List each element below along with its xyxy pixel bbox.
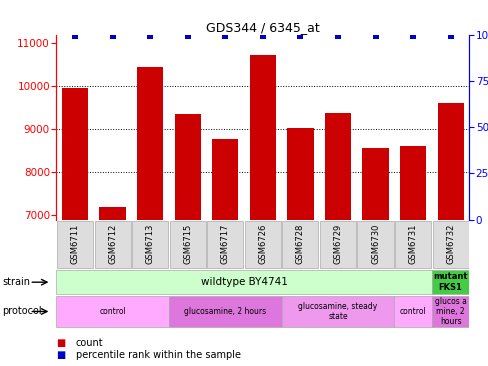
FancyBboxPatch shape bbox=[319, 221, 355, 268]
FancyBboxPatch shape bbox=[132, 221, 168, 268]
FancyBboxPatch shape bbox=[357, 221, 393, 268]
Bar bbox=[137, 67, 163, 220]
Bar bbox=[174, 114, 201, 220]
Text: GSM6729: GSM6729 bbox=[333, 224, 342, 264]
Text: GSM6717: GSM6717 bbox=[220, 224, 229, 265]
Text: ■: ■ bbox=[56, 338, 65, 348]
Text: count: count bbox=[76, 338, 103, 348]
FancyBboxPatch shape bbox=[56, 270, 431, 294]
Bar bbox=[99, 207, 125, 220]
Text: GSM6731: GSM6731 bbox=[408, 224, 417, 265]
FancyBboxPatch shape bbox=[281, 296, 393, 326]
Text: control: control bbox=[99, 307, 126, 316]
Text: GSM6728: GSM6728 bbox=[295, 224, 305, 265]
Text: GSM6730: GSM6730 bbox=[370, 224, 379, 265]
Text: mutant
FKS1: mutant FKS1 bbox=[432, 272, 467, 292]
Text: glucosamine, 2 hours: glucosamine, 2 hours bbox=[184, 307, 266, 316]
FancyBboxPatch shape bbox=[57, 221, 93, 268]
Title: GDS344 / 6345_at: GDS344 / 6345_at bbox=[205, 20, 319, 34]
Text: wildtype BY4741: wildtype BY4741 bbox=[200, 277, 287, 287]
FancyBboxPatch shape bbox=[168, 296, 281, 326]
FancyBboxPatch shape bbox=[431, 296, 468, 326]
Text: strain: strain bbox=[2, 277, 30, 287]
FancyBboxPatch shape bbox=[244, 221, 280, 268]
Bar bbox=[437, 103, 463, 220]
FancyBboxPatch shape bbox=[56, 296, 168, 326]
Text: glucosamine, steady
state: glucosamine, steady state bbox=[298, 302, 377, 321]
FancyBboxPatch shape bbox=[169, 221, 205, 268]
Bar bbox=[212, 139, 238, 220]
Bar bbox=[324, 113, 350, 220]
FancyBboxPatch shape bbox=[431, 270, 468, 294]
FancyBboxPatch shape bbox=[94, 221, 130, 268]
Bar bbox=[249, 55, 275, 220]
Text: GSM6732: GSM6732 bbox=[445, 224, 454, 265]
Text: control: control bbox=[399, 307, 426, 316]
Text: glucos a
mine, 2
hours: glucos a mine, 2 hours bbox=[434, 296, 466, 326]
Text: GSM6715: GSM6715 bbox=[183, 224, 192, 264]
Bar bbox=[286, 128, 313, 220]
Bar bbox=[399, 146, 426, 220]
FancyBboxPatch shape bbox=[207, 221, 243, 268]
FancyBboxPatch shape bbox=[282, 221, 318, 268]
FancyBboxPatch shape bbox=[393, 296, 431, 326]
FancyBboxPatch shape bbox=[432, 221, 468, 268]
Bar bbox=[62, 89, 88, 220]
Text: protocol: protocol bbox=[2, 306, 42, 317]
Text: ■: ■ bbox=[56, 350, 65, 360]
Bar bbox=[362, 148, 388, 220]
Text: percentile rank within the sample: percentile rank within the sample bbox=[76, 350, 240, 360]
Text: GSM6711: GSM6711 bbox=[70, 224, 80, 264]
FancyBboxPatch shape bbox=[394, 221, 430, 268]
Text: GSM6726: GSM6726 bbox=[258, 224, 267, 265]
Text: GSM6712: GSM6712 bbox=[108, 224, 117, 264]
Text: GSM6713: GSM6713 bbox=[145, 224, 154, 265]
